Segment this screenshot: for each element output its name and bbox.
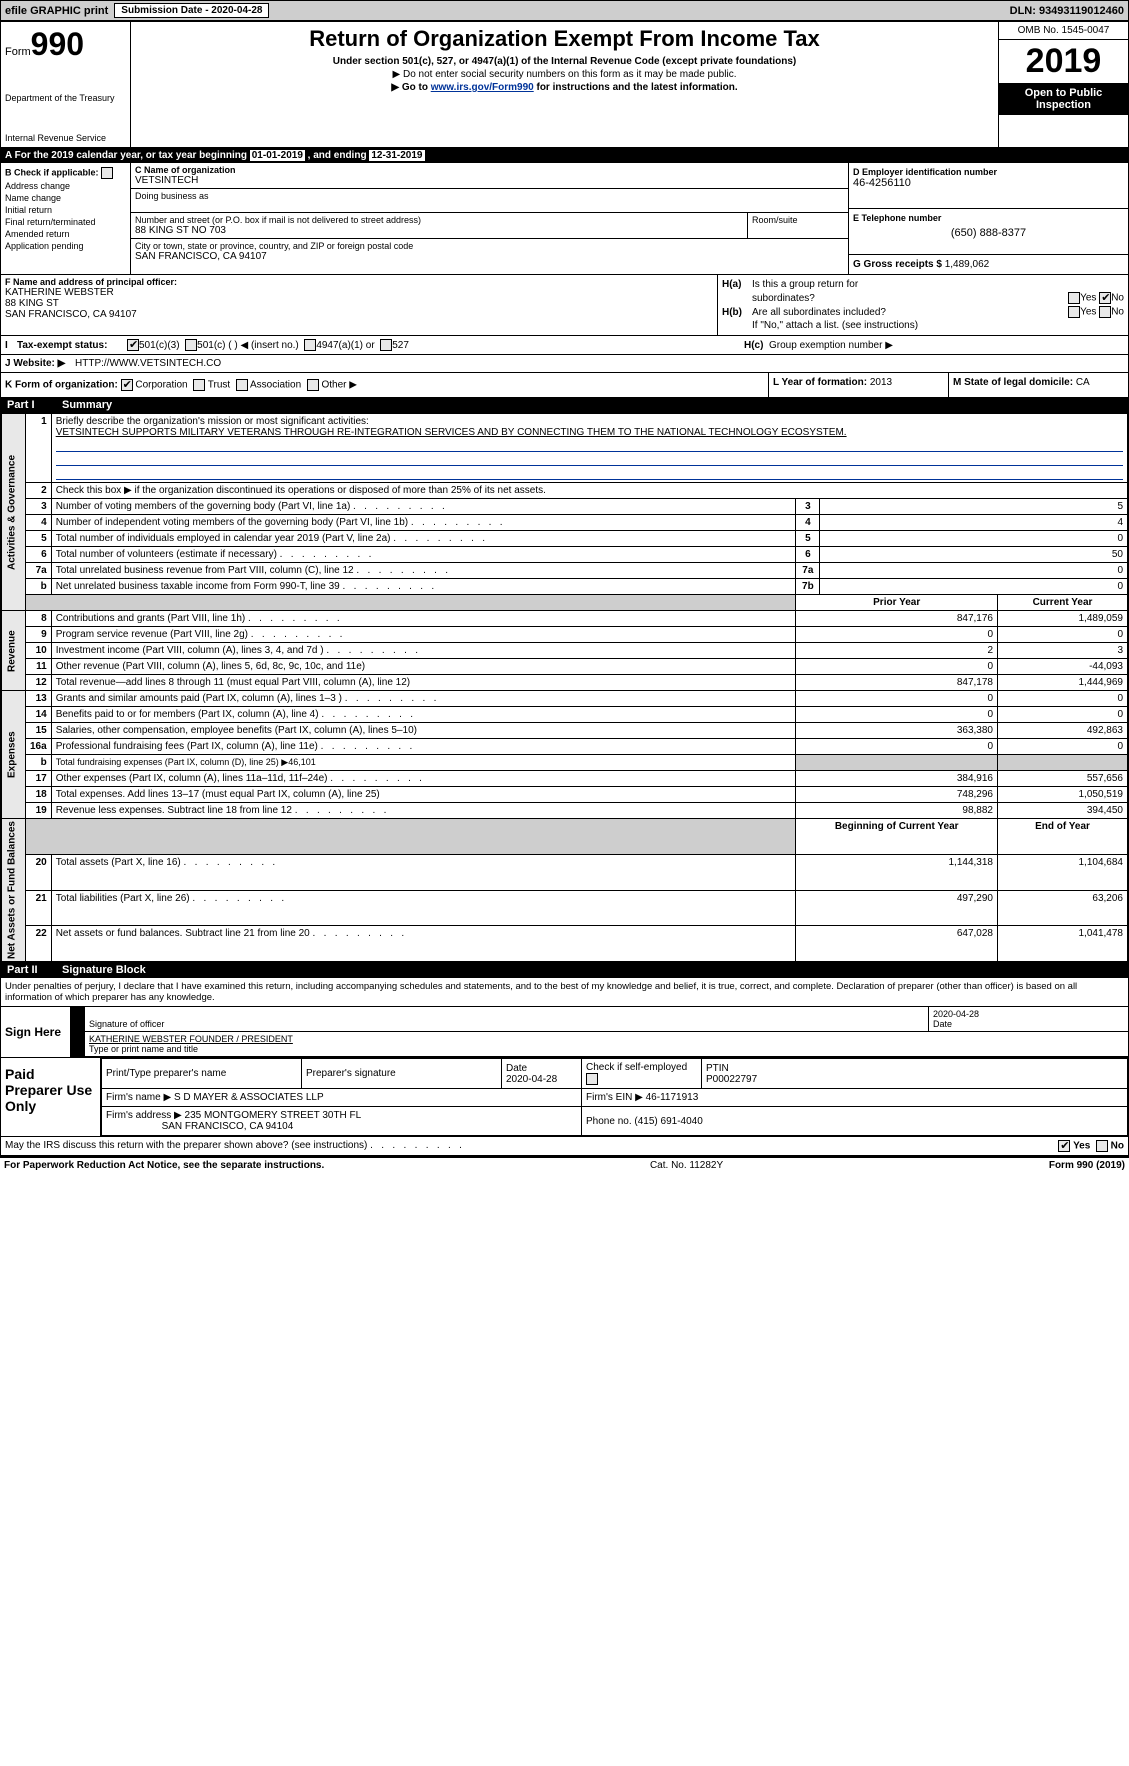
other-checkbox[interactable] [307, 379, 319, 391]
hb-no-checkbox[interactable] [1099, 306, 1111, 318]
501c-checkbox[interactable] [185, 339, 197, 351]
mission-text: VETSINTECH SUPPORTS MILITARY VETERANS TH… [56, 427, 847, 438]
irs-label: Internal Revenue Service [5, 133, 126, 143]
box-dba: Doing business as [131, 189, 848, 213]
section-b-through-g: B Check if applicable: Address change Na… [1, 163, 1128, 274]
room-suite: Room/suite [748, 213, 848, 238]
paid-preparer-label: Paid Preparer Use Only [1, 1058, 101, 1136]
hb-yes-checkbox[interactable] [1068, 306, 1080, 318]
discuss-yes-checkbox[interactable] [1058, 1140, 1070, 1152]
4947-checkbox[interactable] [304, 339, 316, 351]
summary-table: Activities & Governance 1 Briefly descri… [1, 413, 1128, 962]
box-g-gross-receipts: G Gross receipts $ 1,489,062 [849, 255, 1128, 274]
box-d-ein: D Employer identification number 46-4256… [849, 163, 1128, 209]
corp-checkbox[interactable] [121, 379, 133, 391]
page-footer: For Paperwork Reduction Act Notice, see … [0, 1156, 1129, 1173]
chk-name-change[interactable]: Name change [5, 193, 126, 203]
assoc-checkbox[interactable] [236, 379, 248, 391]
l7a-amt: 0 [820, 563, 1128, 579]
self-employed-checkbox[interactable] [586, 1073, 598, 1085]
submission-date-button[interactable]: Submission Date - 2020-04-28 [114, 3, 269, 18]
officer-signature-field[interactable]: Signature of officer [85, 1007, 928, 1031]
row-k-l-m: K Form of organization: Corporation Trus… [1, 372, 1128, 397]
ssn-note: ▶ Do not enter social security numbers o… [135, 69, 994, 80]
tax-year: 2019 [999, 40, 1128, 83]
box-f-officer: F Name and address of principal officer:… [1, 275, 718, 335]
row-a-tax-year: A For the 2019 calendar year, or tax yea… [1, 148, 1128, 163]
form-number: 990 [31, 26, 84, 62]
l5-amt: 0 [820, 531, 1128, 547]
box-l-year-formation: L Year of formation: 2013 [768, 373, 948, 397]
perjury-declaration: Under penalties of perjury, I declare th… [1, 978, 1128, 1006]
l6-amt: 50 [820, 547, 1128, 563]
form-header: Form990 Department of the Treasury Inter… [1, 22, 1128, 148]
527-checkbox[interactable] [380, 339, 392, 351]
ptin-value: P00022797 [706, 1074, 757, 1085]
gross-receipts-value: 1,489,062 [945, 259, 990, 270]
firm-name: S D MAYER & ASSOCIATES LLP [174, 1092, 324, 1103]
row-i-tax-exempt: I Tax-exempt status: 501(c)(3) 501(c) ( … [1, 335, 1128, 354]
irs-link[interactable]: www.irs.gov/Form990 [431, 82, 534, 93]
box-m-domicile: M State of legal domicile: CA [948, 373, 1128, 397]
chk-final-return[interactable]: Final return/terminated [5, 217, 126, 227]
activities-label: Activities & Governance [2, 414, 26, 611]
ha-no-checkbox[interactable] [1099, 292, 1111, 304]
top-bar: efile GRAPHIC print Submission Date - 20… [0, 0, 1129, 21]
form-990-container: Form990 Department of the Treasury Inter… [0, 21, 1129, 1156]
expenses-label: Expenses [2, 691, 26, 819]
l3-amt: 5 [820, 499, 1128, 515]
ein-value: 46-4256110 [853, 177, 1124, 189]
omb-number: OMB No. 1545-0047 [999, 22, 1128, 40]
dln-label: DLN: 93493119012460 [1010, 5, 1124, 17]
officer-name-title: KATHERINE WEBSTER FOUNDER / PRESIDENT [89, 1034, 293, 1044]
paid-preparer-table: Print/Type preparer's name Preparer's si… [101, 1058, 1128, 1136]
row-j-website: J Website: ▶ HTTP://WWW.VETSINTECH.CO [1, 354, 1128, 372]
discuss-row: May the IRS discuss this return with the… [1, 1136, 1128, 1155]
efile-label: efile GRAPHIC print [5, 5, 108, 17]
goto-prefix: ▶ Go to [391, 82, 430, 93]
trust-checkbox[interactable] [193, 379, 205, 391]
tax-year-end: 12-31-2019 [369, 150, 424, 161]
row-f-h: F Name and address of principal officer:… [1, 274, 1128, 335]
officer-name: KATHERINE WEBSTER [5, 287, 713, 298]
tax-year-begin: 01-01-2019 [250, 150, 305, 161]
chk-initial-return[interactable]: Initial return [5, 205, 126, 215]
part-2-header: Part II Signature Block [1, 962, 1128, 978]
org-name: VETSINTECH [135, 175, 844, 186]
revenue-label: Revenue [2, 611, 26, 691]
l4-amt: 4 [820, 515, 1128, 531]
phone-value: (650) 888-8377 [853, 227, 1124, 239]
firm-phone: (415) 691-4040 [634, 1116, 702, 1127]
chk-app-pending[interactable]: Application pending [5, 241, 126, 251]
city-state-zip: City or town, state or province, country… [131, 239, 848, 264]
net-assets-label: Net Assets or Fund Balances [2, 819, 26, 962]
signature-section: Under penalties of perjury, I declare th… [1, 978, 1128, 1155]
discuss-no-checkbox[interactable] [1096, 1140, 1108, 1152]
ha-yes-checkbox[interactable] [1068, 292, 1080, 304]
box-c-org-name: C Name of organization VETSINTECH [131, 163, 848, 189]
sig-arrow-icon [71, 1007, 85, 1031]
l7b-amt: 0 [820, 579, 1128, 595]
chk-address-change[interactable]: Address change [5, 181, 126, 191]
form-prefix: Form [5, 46, 31, 58]
501c3-checkbox[interactable] [127, 339, 139, 351]
form-title: Return of Organization Exempt From Incom… [135, 26, 994, 52]
open-to-public: Open to Public Inspection [999, 83, 1128, 115]
website-url[interactable]: HTTP://WWW.VETSINTECH.CO [75, 358, 221, 369]
box-e-phone: E Telephone number (650) 888-8377 [849, 209, 1128, 255]
box-b: B Check if applicable: Address change Na… [1, 163, 131, 274]
firm-ein: 46-1171913 [646, 1092, 699, 1103]
form-subtitle: Under section 501(c), 527, or 4947(a)(1)… [135, 56, 994, 67]
sig-arrow-icon [71, 1032, 85, 1056]
department-label: Department of the Treasury [5, 93, 126, 103]
chk-amended[interactable]: Amended return [5, 229, 126, 239]
sign-here-label: Sign Here [1, 1007, 71, 1057]
goto-suffix: for instructions and the latest informat… [534, 82, 738, 93]
street-address: Number and street (or P.O. box if mail i… [131, 213, 748, 238]
box-h: H(a)Is this a group return for subordina… [718, 275, 1128, 335]
part-1-header: Part I Summary [1, 397, 1128, 413]
